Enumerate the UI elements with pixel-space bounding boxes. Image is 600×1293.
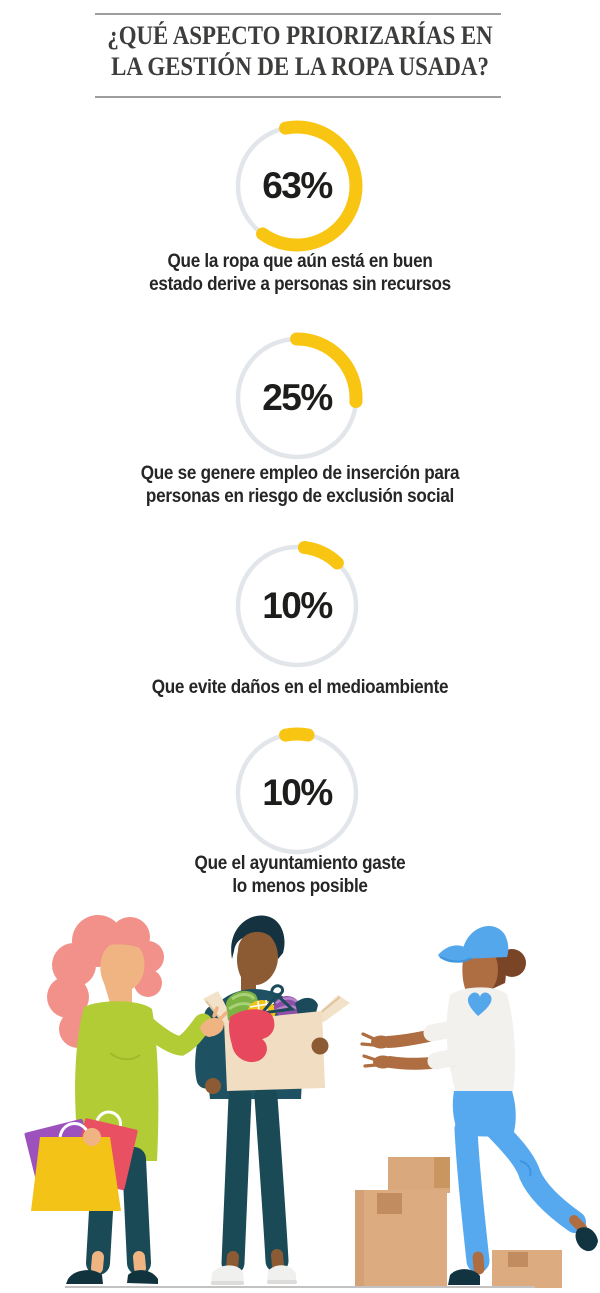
title-line: LA GESTIÓN DE LA ROPA USADA? (111, 52, 489, 81)
donut-value: 25% (262, 377, 333, 418)
donut-chart-2: 25% (229, 330, 365, 466)
donut-caption-2: Que se genere empleo de inserción para p… (140, 463, 460, 507)
donut-value: 10% (262, 772, 333, 813)
donut-value: 10% (262, 585, 333, 626)
sneaker (211, 1265, 244, 1285)
donut-caption-3: Que evite daños en el medioambiente (151, 677, 449, 698)
hanger-icon (258, 984, 296, 1015)
divider-bottom (65, 1286, 535, 1288)
donut-chart-3: 10% (229, 538, 365, 674)
title-line: ¿QUÉ ASPECTO PRIORIZARÍAS EN (107, 21, 493, 50)
flat-shoe (575, 1227, 598, 1252)
donut-value: 63% (262, 165, 333, 206)
donut-ring (231, 120, 363, 252)
flat-shoe (448, 1269, 480, 1285)
donut-chart-1: 63% (229, 118, 365, 254)
donut-chart-4: 10% (229, 725, 365, 861)
divider-top (95, 13, 501, 15)
page-title: ¿QUÉ ASPECTO PRIORIZARÍAS EN LA GESTIÓN … (36, 20, 564, 82)
divider-under-title (95, 96, 501, 98)
hand (200, 1017, 224, 1037)
cardboard-boxes (355, 1157, 562, 1288)
donut-ring (231, 727, 363, 859)
hand (83, 1128, 101, 1146)
donation-illustration (24, 915, 598, 1288)
donut-ring (231, 540, 363, 672)
volunteer-woman (360, 925, 598, 1285)
hand (311, 1037, 329, 1055)
flat-shoe (127, 1270, 158, 1284)
hand (205, 1078, 221, 1094)
heart-icon (467, 992, 492, 1016)
shopper-woman (24, 915, 228, 1284)
t-shirt (446, 987, 515, 1093)
donut-caption-4: Que el ayuntamiento gaste lo menos posib… (194, 853, 406, 897)
donut-ring (231, 332, 363, 464)
sneaker (267, 1265, 296, 1284)
hair (231, 915, 285, 959)
donor-man (195, 915, 350, 1285)
hands (371, 1035, 393, 1069)
donut-caption-1: Que la ropa que aún está en buen estado … (149, 251, 451, 295)
flat-shoe (66, 1270, 103, 1284)
red-cloth (228, 1009, 275, 1063)
cap (438, 925, 509, 963)
